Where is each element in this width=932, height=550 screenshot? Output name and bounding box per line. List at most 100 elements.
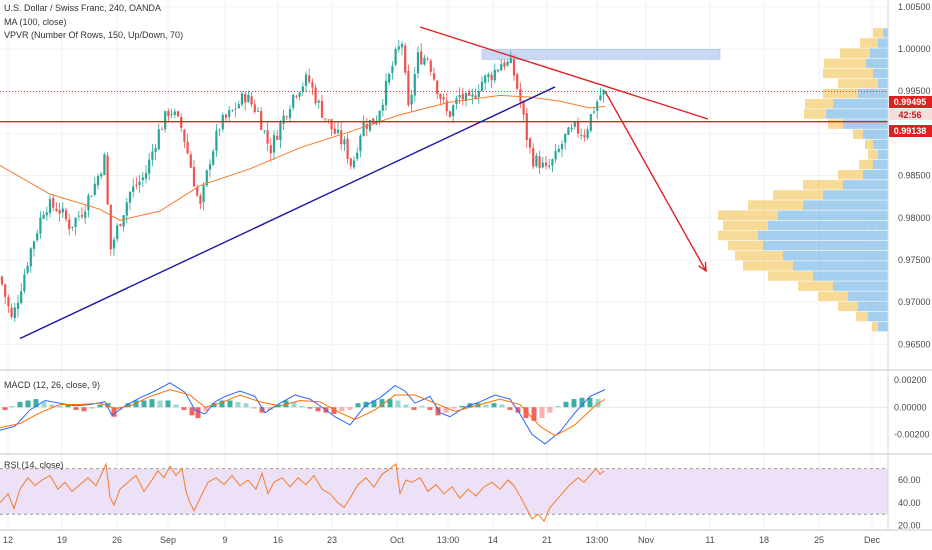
macd-histogram-bar-72 <box>571 399 577 408</box>
rsi-legend[interactable]: RSI (14, close) <box>4 460 64 470</box>
candle-body-180 <box>576 122 580 134</box>
candle-body-111 <box>356 152 359 159</box>
candle-body-129 <box>413 74 416 96</box>
candle-body-161 <box>516 74 519 89</box>
macd-histogram-bar-57 <box>451 407 457 409</box>
candle-body-94 <box>301 86 304 92</box>
vp-up-bar-27 <box>858 301 888 312</box>
candle-body-181 <box>580 135 583 136</box>
vp-down-bar-14 <box>838 169 863 180</box>
symbol-title[interactable]: U.S. Dollar / Swiss Franc, 240, OANDA <box>4 3 162 13</box>
candle-body-10 <box>32 241 36 249</box>
candles <box>0 39 605 323</box>
macd-histogram-bar-4 <box>33 399 39 408</box>
candle-body-80 <box>256 110 260 112</box>
macd-histogram-bar-12 <box>97 404 103 408</box>
time-tick-2: 26 <box>112 535 122 545</box>
candle-body-144 <box>461 93 464 100</box>
candle-body-128 <box>410 94 413 105</box>
vp-down-bar-16 <box>773 190 823 200</box>
vp-down-bar-18 <box>718 210 778 220</box>
macd-histogram-bar-8 <box>65 404 71 408</box>
candle-body-90 <box>288 109 292 119</box>
macd-tick-1: 0.00000 <box>894 402 927 412</box>
volume-profile <box>718 28 888 332</box>
vp-up-bar-3 <box>866 58 888 69</box>
projection-arrow[interactable] <box>604 90 707 272</box>
macd-legend[interactable]: MACD (12, 26, close, 9) <box>4 380 101 390</box>
candle-body-152 <box>487 74 490 78</box>
macd-histogram-bar-14 <box>111 407 117 417</box>
candle-body-140 <box>448 111 452 117</box>
macd-tick-2: -0.00200 <box>894 429 930 439</box>
candle-body-178 <box>570 127 573 130</box>
candle-body-12 <box>39 217 42 234</box>
macd-histogram-bar-53 <box>419 405 425 408</box>
candle-body-126 <box>404 45 407 73</box>
vp-down-bar-23 <box>743 261 793 271</box>
macd-histogram-bar-54 <box>427 407 433 410</box>
candle-body-34 <box>109 204 112 250</box>
candle-body-135 <box>432 73 436 80</box>
macd-histogram-bar-30 <box>235 401 241 408</box>
time-tick-6: 23 <box>327 535 337 545</box>
vpvr-legend[interactable]: VPVR (Number Of Rows, 150, Up/Down, 70) <box>4 30 184 40</box>
macd-histogram-bar-10 <box>81 407 87 412</box>
candle-body-45 <box>144 173 148 179</box>
macd-histogram-bar-9 <box>73 407 79 410</box>
candle-body-148 <box>474 95 477 99</box>
rsi-tick-2: 20.00 <box>898 521 921 531</box>
candle-body-125 <box>400 43 404 48</box>
candle-body-168 <box>538 156 541 169</box>
candle-body-143 <box>458 94 461 98</box>
macd-histogram-bar-61 <box>483 404 489 408</box>
candle-body-13 <box>42 214 45 219</box>
candle-body-37 <box>119 224 122 226</box>
vp-down-bar-0 <box>873 28 883 38</box>
candle-body-112 <box>359 135 362 152</box>
candle-body-25 <box>80 214 84 217</box>
current-price-tag-bg <box>889 96 932 108</box>
price-tick-0: 1.00500 <box>898 2 931 12</box>
candle-body-5 <box>16 302 20 310</box>
candle-body-139 <box>445 100 448 112</box>
vp-up-bar-13 <box>873 159 888 170</box>
level-price-tag: 0.99138 <box>889 125 932 137</box>
resistance-trendline[interactable] <box>419 26 709 120</box>
vp-up-bar-2 <box>870 48 888 58</box>
macd-histogram-bar-29 <box>227 400 233 408</box>
candle-body-177 <box>567 127 570 135</box>
candle-body-166 <box>532 148 535 167</box>
candle-body-24 <box>77 215 80 217</box>
candle-body-173 <box>554 150 557 160</box>
macd-histogram-bar-6 <box>49 404 55 408</box>
supply-zone-rect[interactable] <box>481 49 721 60</box>
macd-signal-line <box>0 389 606 437</box>
macd-histogram-bar-3 <box>25 400 31 408</box>
vp-up-bar-15 <box>843 180 888 190</box>
candle-body-55 <box>176 111 180 117</box>
candle-body-136 <box>436 80 439 94</box>
vp-up-bar-28 <box>868 311 888 322</box>
ma-legend[interactable]: MA (100, close) <box>4 17 67 27</box>
time-axis[interactable]: 12 19 26 Sep 9 16 23 Oct 13:00 14 21 13:00 Nov 11 18 25… <box>3 535 881 545</box>
time-tick-4: 9 <box>222 535 227 545</box>
candle-body-42 <box>135 184 138 186</box>
candle-body-7 <box>23 274 26 292</box>
price-axis[interactable]: 1.005001.000000.995000.990000.985000.980… <box>894 2 931 531</box>
vp-down-bar-29 <box>872 321 878 332</box>
candle-body-96 <box>308 75 311 82</box>
support-trendline[interactable] <box>19 86 556 340</box>
candle-body-100 <box>320 100 324 118</box>
candle-body-137 <box>439 93 442 99</box>
arrow-head-icon <box>698 261 707 273</box>
candle-body-120 <box>384 80 388 106</box>
macd-histogram-bar-38 <box>299 405 305 408</box>
candle-body-85 <box>272 135 276 153</box>
macd-line <box>0 382 606 445</box>
time-tick-12: Nov <box>638 535 655 545</box>
candle-body-159 <box>509 58 512 63</box>
macd-histogram-bar-13 <box>105 403 111 408</box>
candle-body-32 <box>103 154 106 176</box>
